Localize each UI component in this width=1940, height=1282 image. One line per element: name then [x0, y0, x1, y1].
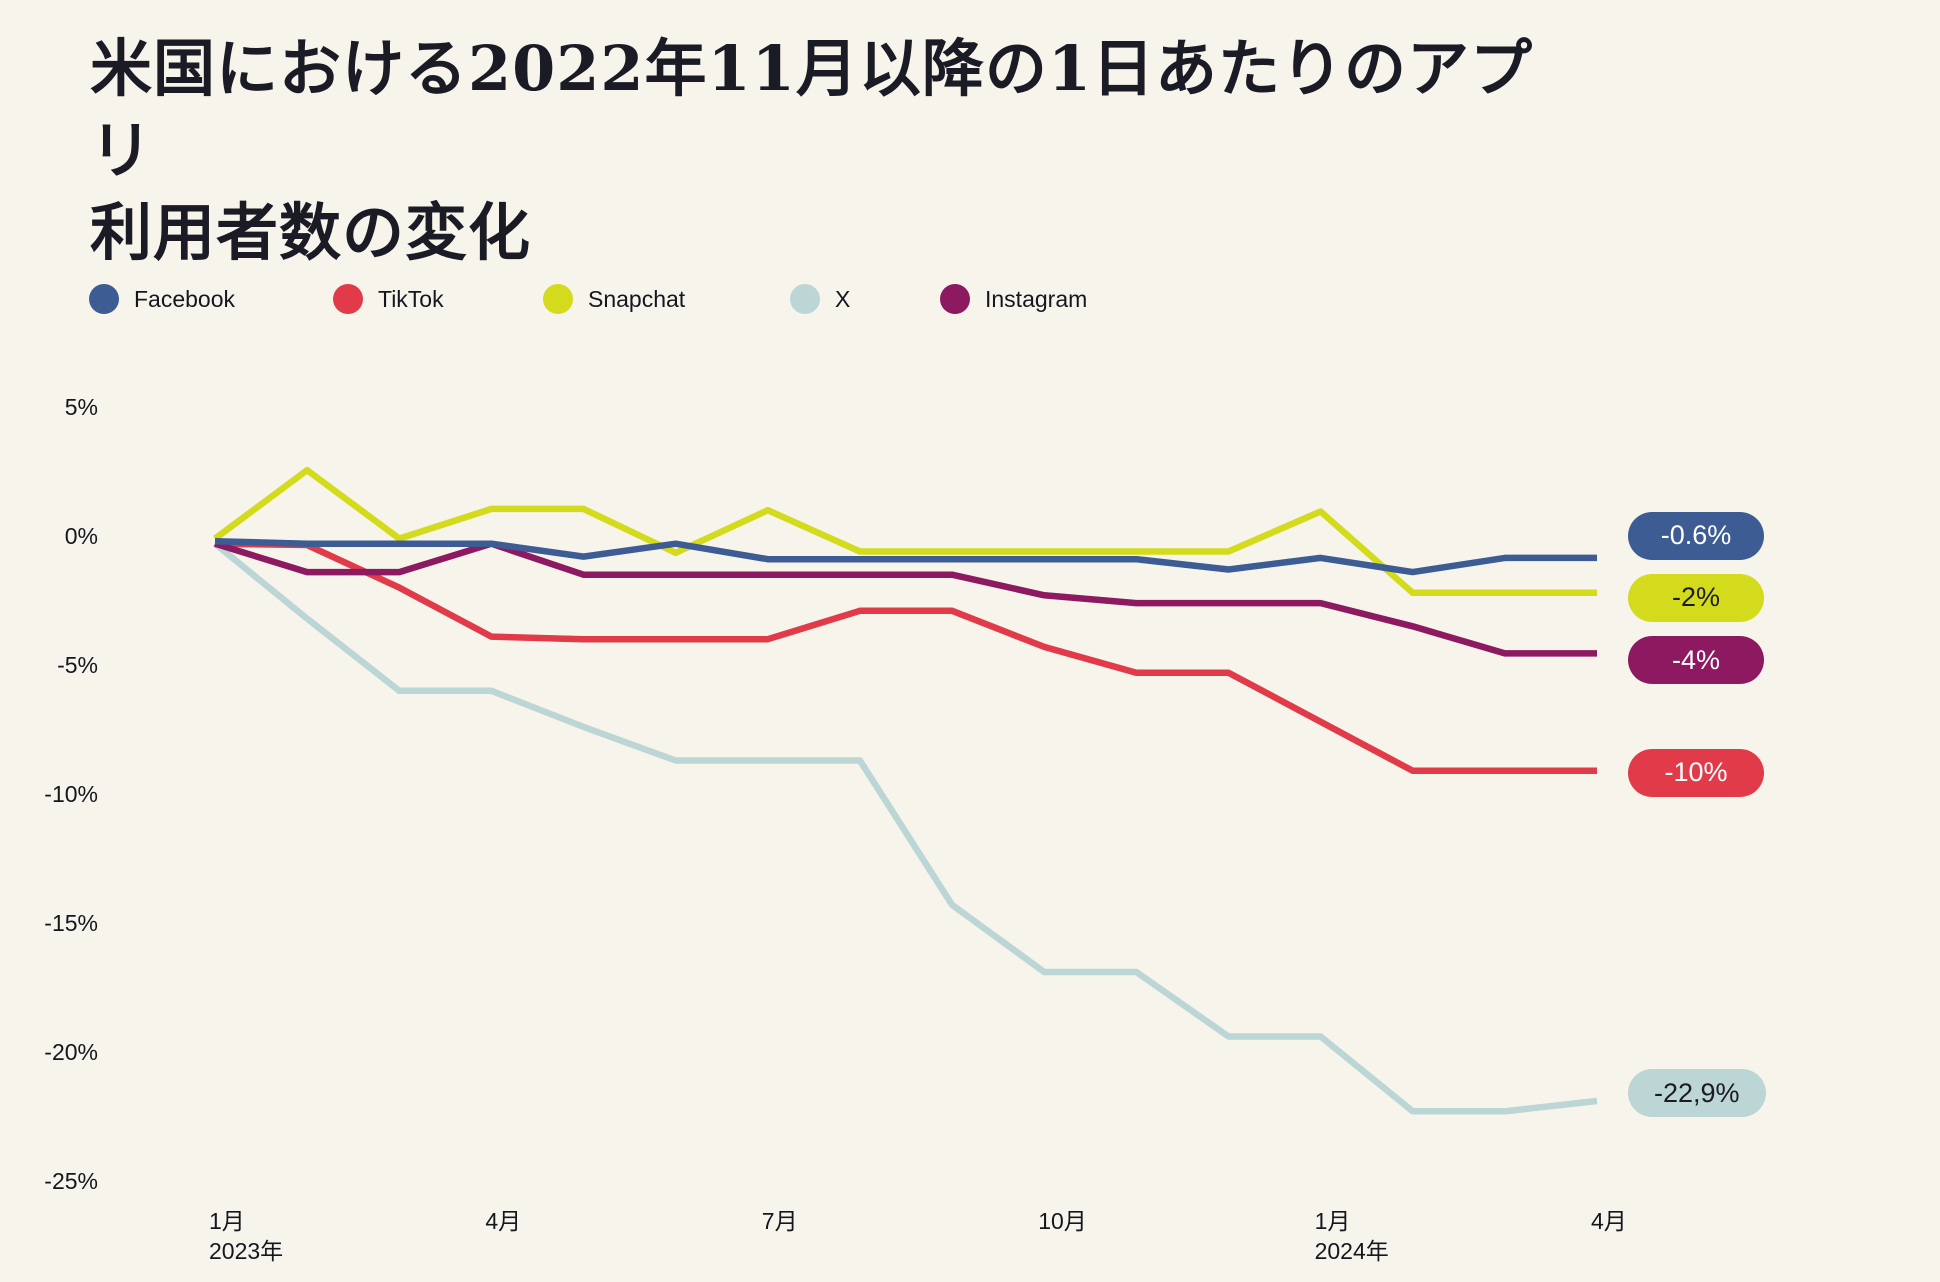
x-tick-month: 7月 [761, 1208, 798, 1234]
end-label-facebook: -0.6% [1628, 511, 1764, 560]
x-tick-month: 4月 [485, 1208, 522, 1234]
legend-dot-facebook [89, 284, 119, 314]
x-tick-label: 7月 [762, 1206, 798, 1236]
legend-label: Facebook [134, 285, 236, 312]
y-tick-label: -5% [57, 652, 98, 678]
x-tick-label: 10月 [1038, 1206, 1087, 1236]
line-snapchat [213, 466, 1597, 597]
page-title-line1: 米国における2022年11月以降の1日あたりのアプリ [90, 32, 1533, 187]
legend-item-tiktok: TikTok [333, 283, 444, 315]
x-tick-year: 2023年 [209, 1238, 284, 1264]
x-tick-month: 1月 [209, 1208, 245, 1234]
line-tiktok [214, 540, 1597, 775]
x-tick-label: 1月 2024年 [1315, 1206, 1389, 1266]
page-title-line2: 利用者数の変化 [90, 196, 532, 269]
x-tick-month: 1月 [1314, 1208, 1351, 1234]
x-tick-year: 2024年 [1314, 1238, 1389, 1264]
legend-dot-x [790, 284, 820, 314]
legend-item-snapchat: Snapchat [543, 283, 685, 315]
end-label-snapchat: -2% [1628, 573, 1764, 622]
end-label-instagram: -4% [1628, 636, 1764, 685]
legend-label: X [835, 285, 851, 312]
y-tick-label: 5% [64, 394, 98, 420]
legend-label: Instagram [985, 285, 1088, 312]
x-tick-label: 4月 [1591, 1206, 1627, 1236]
line-facebook [214, 537, 1597, 576]
y-tick-label: -20% [44, 1039, 98, 1065]
end-label-tiktok: -10% [1628, 748, 1764, 797]
legend-dot-tiktok [333, 284, 363, 314]
y-tick-label: -15% [44, 910, 98, 936]
legend-dot-snapchat [543, 284, 573, 314]
legend-label: Snapchat [588, 285, 686, 312]
legend-dot-instagram [940, 284, 970, 314]
y-tick-label: -25% [44, 1168, 98, 1194]
x-tick-month: 10月 [1038, 1208, 1087, 1234]
line-x [212, 541, 1598, 1115]
x-tick-month: 4月 [1591, 1208, 1627, 1234]
legend-item-x: X [790, 283, 850, 315]
legend-item-facebook: Facebook [89, 283, 235, 315]
y-tick-label: -10% [44, 781, 98, 807]
y-tick-label: 0% [64, 523, 98, 549]
page-title: 米国における2022年11月以降の1日あたりのアプリ 利用者数の変化 [90, 28, 1590, 274]
chart-legend: Facebook TikTok Snapchat X Instagram [0, 283, 1940, 315]
x-tick-label: 4月 [485, 1206, 521, 1236]
legend-item-instagram: Instagram [940, 283, 1087, 315]
x-tick-label: 1月 2023年 [209, 1206, 283, 1266]
end-label-x: -22,9% [1628, 1069, 1766, 1118]
line-instagram [214, 540, 1597, 657]
legend-label: TikTok [378, 285, 444, 312]
